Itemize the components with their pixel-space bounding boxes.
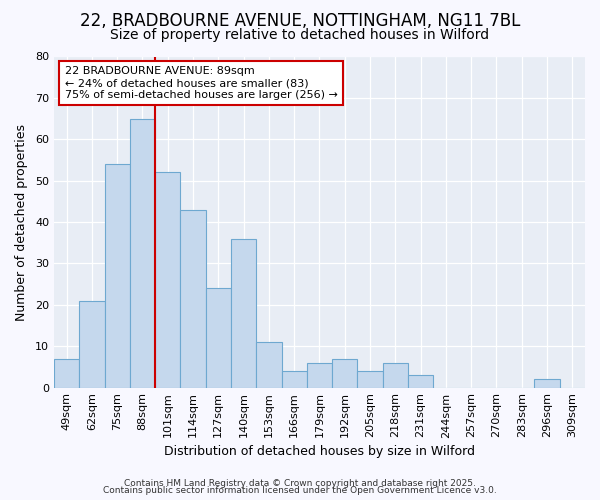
X-axis label: Distribution of detached houses by size in Wilford: Distribution of detached houses by size … [164,444,475,458]
Text: 22, BRADBOURNE AVENUE, NOTTINGHAM, NG11 7BL: 22, BRADBOURNE AVENUE, NOTTINGHAM, NG11 … [80,12,520,30]
Text: 22 BRADBOURNE AVENUE: 89sqm
← 24% of detached houses are smaller (83)
75% of sem: 22 BRADBOURNE AVENUE: 89sqm ← 24% of det… [65,66,337,100]
Bar [181,210,206,388]
Bar [281,371,307,388]
Bar [383,362,408,388]
Text: Contains HM Land Registry data © Crown copyright and database right 2025.: Contains HM Land Registry data © Crown c… [124,478,476,488]
Bar [535,380,560,388]
Text: Contains public sector information licensed under the Open Government Licence v3: Contains public sector information licen… [103,486,497,495]
Bar [130,118,155,388]
Bar [206,288,231,388]
Bar [155,172,181,388]
Bar [256,342,281,388]
Bar [79,300,104,388]
Bar [231,238,256,388]
Bar [104,164,130,388]
Bar [408,375,433,388]
Bar [332,358,358,388]
Bar [307,362,332,388]
Y-axis label: Number of detached properties: Number of detached properties [15,124,28,320]
Text: Size of property relative to detached houses in Wilford: Size of property relative to detached ho… [110,28,490,42]
Bar [358,371,383,388]
Bar [54,358,79,388]
